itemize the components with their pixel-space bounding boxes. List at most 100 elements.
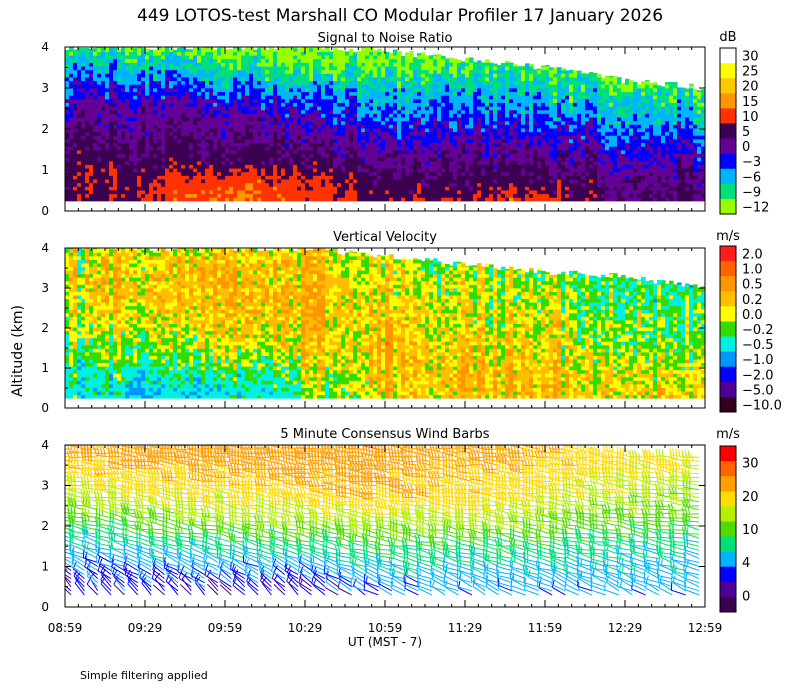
snr-cell bbox=[393, 153, 398, 158]
snr-cell bbox=[77, 58, 82, 63]
snr-cell bbox=[173, 157, 178, 162]
snr-cell bbox=[153, 189, 158, 195]
snr-cell bbox=[109, 58, 114, 63]
snr-cell bbox=[377, 51, 382, 56]
snr-cell bbox=[385, 160, 390, 165]
snr-cell bbox=[97, 153, 102, 158]
snr-cell bbox=[521, 127, 526, 133]
snr-cell bbox=[269, 171, 274, 176]
snr-cell bbox=[509, 124, 514, 129]
snr-cell bbox=[209, 189, 214, 195]
snr-cell bbox=[225, 73, 230, 78]
snr-cell bbox=[405, 131, 410, 136]
snr-cell bbox=[189, 178, 194, 184]
snr-cell bbox=[477, 178, 482, 184]
snr-cell bbox=[161, 157, 166, 162]
snr-cell bbox=[377, 84, 382, 89]
snr-cell bbox=[441, 55, 446, 60]
snr-cell bbox=[317, 197, 322, 202]
snr-cell bbox=[125, 95, 130, 100]
snr-cell bbox=[325, 105, 330, 111]
snr-cell bbox=[353, 167, 358, 173]
snr-cell bbox=[489, 153, 494, 158]
snr-cell bbox=[189, 120, 194, 125]
snr-cell bbox=[213, 138, 218, 144]
snr-cell bbox=[93, 102, 98, 107]
snr-cell bbox=[505, 105, 510, 111]
snr-cell bbox=[257, 80, 262, 85]
snr-cell bbox=[377, 109, 382, 114]
snr-cell bbox=[409, 160, 414, 165]
snr-cell bbox=[497, 182, 502, 187]
snr-cell bbox=[405, 186, 410, 191]
snr-cell bbox=[173, 146, 178, 151]
snr-cell bbox=[233, 186, 238, 191]
snr-cell bbox=[181, 146, 186, 151]
snr-cell bbox=[401, 120, 406, 125]
snr-cell bbox=[289, 135, 294, 140]
snr-cell bbox=[353, 135, 358, 140]
snr-cell bbox=[361, 105, 366, 111]
snr-cell bbox=[165, 91, 170, 96]
snr-cell bbox=[85, 120, 90, 125]
snr-cell bbox=[329, 182, 334, 187]
snr-cell bbox=[217, 175, 222, 180]
snr-cell bbox=[121, 69, 126, 74]
snr-cell bbox=[73, 95, 78, 100]
snr-cell bbox=[469, 157, 474, 162]
snr-cell bbox=[349, 157, 354, 162]
snr-cell bbox=[541, 98, 546, 103]
snr-cell bbox=[89, 116, 94, 122]
snr-cell bbox=[77, 113, 82, 118]
snr-cell bbox=[353, 186, 358, 191]
snr-cell bbox=[509, 193, 514, 198]
snr-cell bbox=[461, 146, 466, 151]
snr-cell bbox=[353, 138, 358, 144]
snr-cell bbox=[77, 47, 82, 52]
snr-cell bbox=[529, 120, 534, 125]
snr-cell bbox=[225, 167, 230, 173]
snr-cell bbox=[309, 69, 314, 74]
snr-cell bbox=[165, 142, 170, 147]
snr-cell bbox=[65, 80, 70, 85]
snr-cell bbox=[309, 91, 314, 96]
snr-cell bbox=[477, 146, 482, 151]
snr-cell bbox=[117, 62, 122, 67]
snr-cell bbox=[133, 109, 138, 114]
snr-cell bbox=[481, 113, 486, 118]
snr-cell bbox=[481, 138, 486, 144]
snr-cell bbox=[177, 76, 182, 82]
snr-cell bbox=[437, 146, 442, 151]
snr-cell bbox=[429, 142, 434, 147]
snr-cell bbox=[269, 186, 274, 191]
snr-cell bbox=[277, 142, 282, 147]
snr-cell bbox=[525, 197, 530, 202]
snr-cell bbox=[185, 138, 190, 144]
snr-cell bbox=[201, 175, 206, 180]
snr-cell bbox=[533, 73, 538, 78]
snr-cell bbox=[217, 51, 222, 56]
snr-cell bbox=[493, 138, 498, 144]
snr-cell bbox=[337, 98, 342, 103]
snr-cell bbox=[441, 149, 446, 154]
snr-cell bbox=[397, 127, 402, 133]
snr-cell bbox=[177, 47, 182, 52]
snr-cell bbox=[433, 54, 438, 56]
snr-cell bbox=[453, 138, 458, 144]
snr-cell bbox=[373, 76, 378, 82]
snr-cell bbox=[365, 164, 370, 169]
snr-cell bbox=[97, 54, 102, 60]
snr-cell bbox=[477, 193, 482, 198]
snr-cell bbox=[501, 65, 506, 71]
snr-cell bbox=[285, 182, 290, 187]
snr-cell bbox=[297, 142, 302, 147]
snr-cell bbox=[341, 131, 346, 136]
snr-cell bbox=[213, 182, 218, 187]
snr-cell bbox=[369, 127, 374, 133]
snr-cell bbox=[257, 98, 262, 103]
snr-cell bbox=[269, 65, 274, 71]
snr-cell bbox=[361, 54, 366, 60]
snr-cell bbox=[397, 54, 402, 60]
snr-cell bbox=[117, 91, 122, 96]
snr-cell bbox=[357, 164, 362, 169]
